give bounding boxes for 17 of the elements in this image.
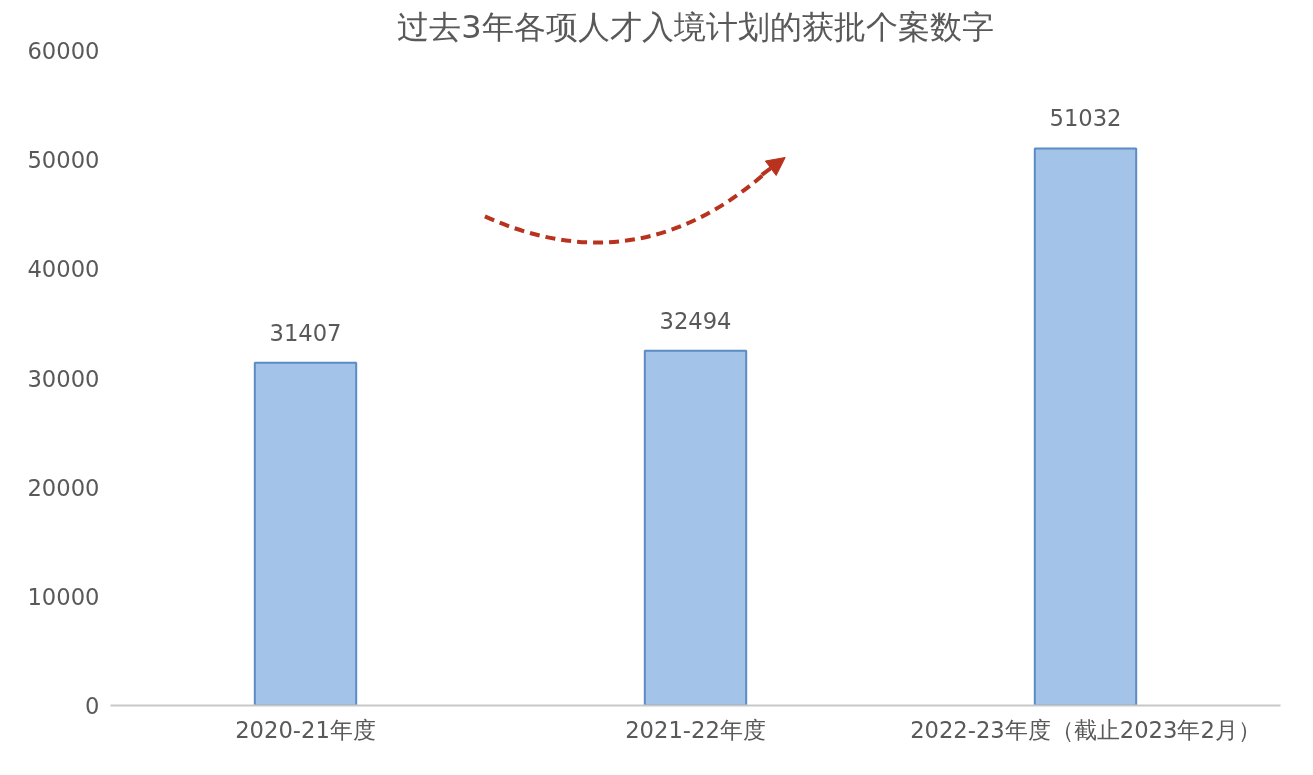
y-tick-label: 60000 <box>27 38 100 64</box>
y-tick-label: 50000 <box>27 147 100 174</box>
data-label: 51032 <box>1049 105 1122 132</box>
bar <box>1033 147 1138 706</box>
bar <box>253 361 358 706</box>
y-tick-label: 30000 <box>27 365 100 392</box>
y-tick-label: 40000 <box>27 256 100 283</box>
y-tick-label: 20000 <box>27 474 100 501</box>
y-tick-label: 0 <box>85 693 100 719</box>
y-tick-label: 10000 <box>27 583 100 610</box>
data-label: 31407 <box>269 319 342 346</box>
x-tick-label: 2021-22年度 <box>625 716 766 743</box>
x-tick-label: 2022-23年度（截止2023年2月） <box>910 716 1261 743</box>
x-tick-label: 2020-21年度 <box>235 716 376 743</box>
chart-title: 过去3年各项人才入境计划的获批个案数字 <box>397 7 994 46</box>
bar <box>643 349 748 706</box>
data-label: 32494 <box>659 307 732 334</box>
